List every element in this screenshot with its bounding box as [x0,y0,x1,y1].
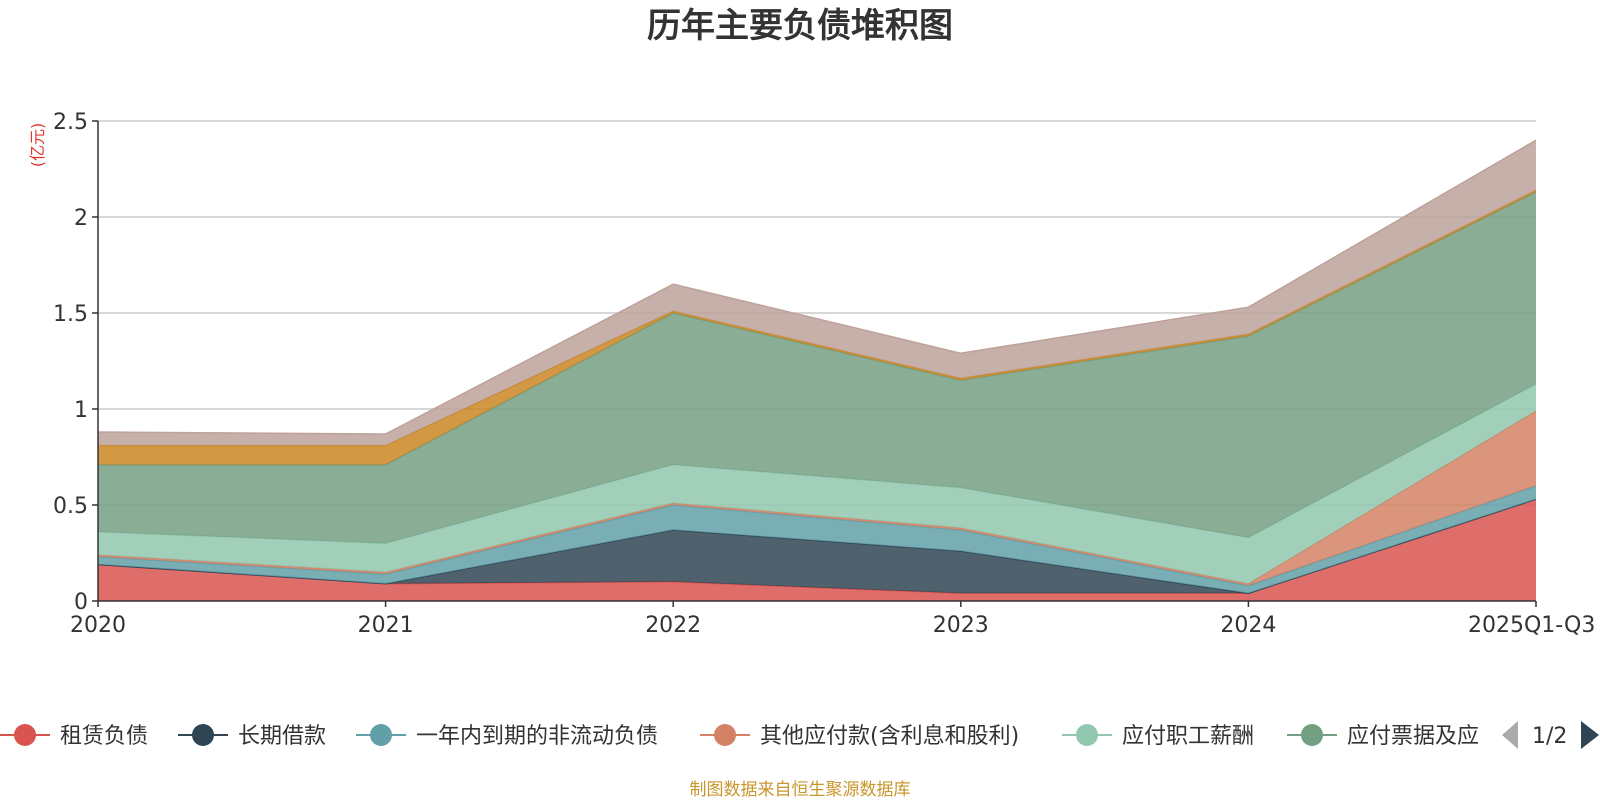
y-tick-label: 1.5 [53,302,88,327]
y-axis-unit-label: (亿元) [28,123,47,168]
chart-title: 历年主要负债堆积图 [647,6,953,46]
area-0 [98,499,1536,601]
legend-marker [192,724,214,746]
legend-pager[interactable]: 1/2 [1502,721,1599,749]
area-series-group [97,139,1537,601]
y-tick-label: 0 [74,590,88,615]
y-tick-label: 1 [74,398,88,423]
legend-label: 租赁负债 [60,724,148,749]
legend-marker [1301,724,1323,746]
area-edge-7 [97,139,1537,435]
y-tick-label: 2 [74,206,88,231]
legend-page-indicator: 1/2 [1532,724,1567,749]
legend-label: 其他应付款(含利息和股利) [760,724,1019,749]
area-4 [98,384,1536,584]
area-1 [98,499,1536,594]
legend-prev-icon[interactable] [1502,721,1518,749]
legend-item[interactable]: 其他应付款(含利息和股利) [700,724,1019,749]
legend-label: 一年内到期的非流动负债 [416,724,658,749]
x-tick-label: 2024 [1220,613,1276,638]
x-tick-label: 2025Q1-Q3 [1468,613,1595,638]
legend-label: 应付票据及应 [1347,724,1479,749]
legend-item[interactable]: 一年内到期的非流动负债 [356,724,658,749]
legend-item[interactable]: 长期借款 [178,724,326,749]
legend-next-icon[interactable] [1581,721,1599,749]
legend-item[interactable]: 应付职工薪酬 [1062,724,1254,749]
legend-item[interactable]: 应付票据及应 [1287,724,1479,749]
legend-marker [1076,724,1098,746]
data-source-note: 制图数据来自恒生聚源数据库 [690,780,911,800]
x-tick-label: 2020 [70,613,126,638]
legend-marker [714,724,736,746]
y-tick-label: 0.5 [53,494,88,519]
x-tick-label: 2023 [933,613,989,638]
x-tick-label: 2022 [645,613,701,638]
axes: 0 0.5 1 1.5 2 2.5 2020 2021 2022 2023 2024 2025Q1-Q… [53,110,1595,638]
x-tick-label: 2021 [358,613,414,638]
legend-marker [14,724,36,746]
area-5 [98,192,1536,544]
y-tick-label: 2.5 [53,110,88,135]
legend[interactable]: 租赁负债 长期借款 一年内到期的非流动负债 其他应付款(含利息和股利) 应付职工薪酬 应付… [0,724,1479,749]
legend-item[interactable]: 租赁负债 [0,724,148,749]
legend-label: 长期借款 [238,724,326,749]
area-2 [98,485,1536,594]
legend-marker [370,724,392,746]
legend-label: 应付职工薪酬 [1122,724,1254,749]
